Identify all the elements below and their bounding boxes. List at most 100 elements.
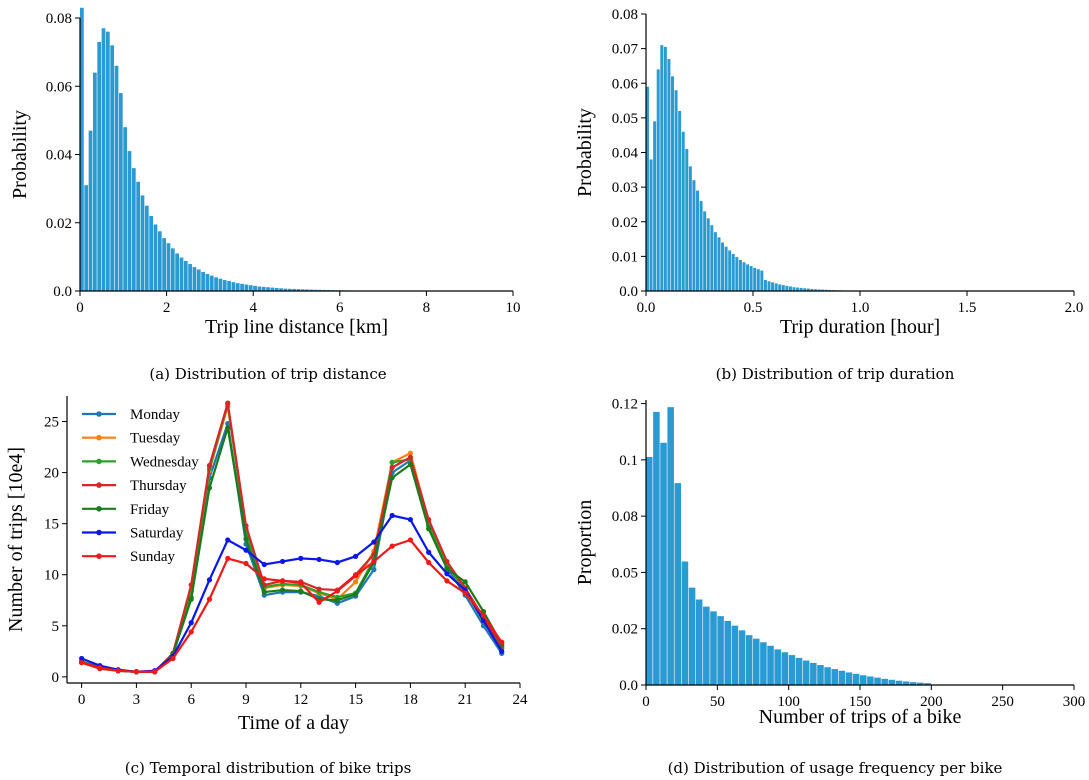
bar: [240, 284, 244, 291]
bar: [145, 206, 149, 291]
x-tick-label: 24: [513, 692, 529, 708]
y-tick-label: 0.08: [612, 7, 638, 23]
bar: [824, 667, 831, 685]
panel-caption: (c) Temporal distribution of bike trips: [125, 759, 412, 777]
data-point: [316, 600, 321, 605]
bar: [223, 280, 227, 291]
y-tick-label: 0.12: [612, 397, 638, 413]
bar: [106, 32, 110, 291]
data-point: [134, 669, 139, 674]
bar: [696, 600, 703, 686]
data-point: [298, 580, 303, 585]
data-point: [426, 526, 431, 531]
bar: [184, 261, 188, 291]
bar: [735, 257, 738, 291]
bar: [703, 607, 710, 685]
y-tick-label: 0.0: [53, 284, 72, 300]
data-point: [189, 597, 194, 602]
legend-marker: [96, 530, 102, 536]
data-point: [463, 579, 468, 584]
x-tick-label: 6: [187, 692, 195, 708]
bar: [678, 111, 681, 291]
bar: [775, 283, 778, 291]
data-point: [426, 550, 431, 555]
data-point: [408, 462, 413, 467]
bar: [782, 652, 789, 685]
data-point: [408, 455, 413, 460]
y-tick-label: 0.02: [46, 216, 72, 232]
data-point: [207, 463, 212, 468]
data-point: [280, 587, 285, 592]
bar: [782, 285, 785, 291]
data-point: [371, 539, 376, 544]
data-point: [262, 562, 267, 567]
data-point: [390, 465, 395, 470]
bar: [660, 45, 663, 291]
bar: [685, 149, 688, 291]
legend-label: Sunday: [130, 549, 176, 565]
panel-b: 0.0 0.5 1.0 1.5 2.00.00.010.020.030.040.050.…: [574, 7, 1083, 383]
legend-marker: [96, 459, 102, 465]
x-tick-label: 8: [423, 300, 431, 316]
bar: [219, 279, 223, 291]
bar: [724, 621, 731, 685]
x-tick-label: 2: [163, 300, 171, 316]
x-tick-label: 0: [78, 692, 86, 708]
legend-marker: [96, 411, 102, 417]
x-tick-label: 0: [76, 300, 84, 316]
x-axis-label: Time of a day: [238, 712, 349, 734]
x-tick-label: 4: [249, 300, 257, 316]
bar: [210, 276, 214, 291]
bar: [193, 267, 197, 291]
y-tick-label: 0.06: [46, 79, 73, 95]
x-tick-label: 1.5: [958, 300, 977, 316]
bar: [757, 269, 760, 291]
y-tick-label: 0.0: [619, 284, 638, 300]
bar: [650, 159, 653, 291]
bar: [725, 247, 728, 291]
x-tick-label: 9: [242, 692, 250, 708]
bar: [667, 59, 670, 291]
y-tick-label: 0.03: [612, 180, 638, 196]
legend-marker: [96, 482, 102, 488]
bar: [721, 243, 724, 291]
data-point: [280, 578, 285, 583]
y-tick-label: 0.02: [612, 215, 638, 231]
bar: [860, 675, 867, 685]
data-point: [207, 577, 212, 582]
y-tick-label: 0.07: [612, 42, 639, 58]
y-tick-label: 10: [44, 568, 59, 584]
data-point: [243, 561, 248, 566]
data-point: [390, 544, 395, 549]
bar: [89, 131, 93, 291]
bar: [646, 457, 653, 685]
x-tick-label: 250: [991, 694, 1014, 710]
bar: [753, 268, 756, 291]
bar: [846, 672, 853, 685]
y-tick-label: 0.04: [612, 146, 639, 162]
data-point: [390, 513, 395, 518]
bar: [175, 253, 179, 291]
bar: [817, 665, 824, 685]
bar: [660, 443, 667, 685]
legend-label: Saturday: [130, 526, 184, 542]
bar: [653, 121, 656, 291]
bar: [214, 277, 218, 291]
data-point: [298, 556, 303, 561]
bar: [874, 678, 881, 685]
bar: [760, 642, 767, 685]
data-point: [353, 592, 358, 597]
bar: [123, 127, 127, 291]
axes: 0 3 6 9 12 15 18 21 240510152025: [44, 396, 528, 708]
panel-caption: (d) Distribution of usage frequency per …: [668, 759, 1003, 777]
y-tick-label: 0.08: [46, 11, 72, 27]
panel-a: 0 2 4 6 8 10 0.0 0.02 0.04 0.06 0.08 Trip line dist…: [9, 8, 521, 383]
bar: [746, 264, 749, 291]
bar: [667, 407, 674, 685]
data-point: [225, 401, 230, 406]
bar: [771, 282, 774, 291]
data-point: [444, 578, 449, 583]
bar: [258, 287, 262, 291]
data-point: [316, 557, 321, 562]
y-axis-label: Probability: [9, 110, 31, 199]
